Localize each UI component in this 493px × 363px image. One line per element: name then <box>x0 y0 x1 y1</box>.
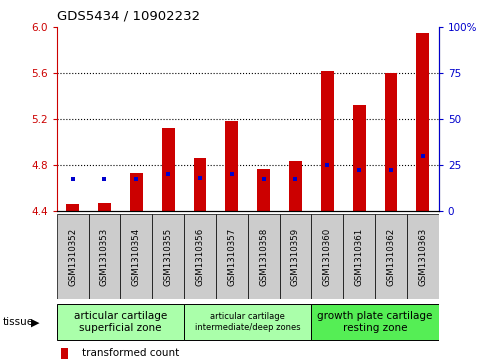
Bar <box>89 214 120 299</box>
Bar <box>194 158 207 211</box>
Bar <box>257 169 270 211</box>
Bar <box>184 214 216 299</box>
Bar <box>57 304 184 340</box>
Bar <box>66 204 79 211</box>
Text: GDS5434 / 10902232: GDS5434 / 10902232 <box>57 9 200 22</box>
Bar <box>289 161 302 211</box>
Text: GSM1310353: GSM1310353 <box>100 228 109 286</box>
Text: ▶: ▶ <box>31 317 39 327</box>
Text: GSM1310352: GSM1310352 <box>68 228 77 286</box>
Bar <box>120 214 152 299</box>
Bar <box>407 214 439 299</box>
Text: articular cartilage
intermediate/deep zones: articular cartilage intermediate/deep zo… <box>195 313 301 332</box>
Bar <box>375 214 407 299</box>
Bar <box>417 33 429 211</box>
Text: GSM1310359: GSM1310359 <box>291 228 300 286</box>
Bar <box>61 348 68 359</box>
Text: GSM1310356: GSM1310356 <box>195 228 205 286</box>
Bar <box>57 214 89 299</box>
Text: growth plate cartilage
resting zone: growth plate cartilage resting zone <box>317 311 433 333</box>
Bar <box>225 121 238 211</box>
Bar <box>162 128 175 211</box>
Text: GSM1310360: GSM1310360 <box>323 228 332 286</box>
Bar <box>216 214 247 299</box>
Text: GSM1310361: GSM1310361 <box>354 228 364 286</box>
Bar <box>98 203 111 211</box>
Text: transformed count: transformed count <box>81 348 179 358</box>
Bar <box>312 214 343 299</box>
Text: GSM1310355: GSM1310355 <box>164 228 173 286</box>
Bar <box>184 304 312 340</box>
Bar <box>152 214 184 299</box>
Text: GSM1310358: GSM1310358 <box>259 228 268 286</box>
Text: GSM1310357: GSM1310357 <box>227 228 236 286</box>
Text: articular cartilage
superficial zone: articular cartilage superficial zone <box>74 311 167 333</box>
Bar <box>321 71 334 211</box>
Bar <box>343 214 375 299</box>
Bar <box>353 105 365 211</box>
Text: GSM1310362: GSM1310362 <box>387 228 395 286</box>
Bar <box>312 304 439 340</box>
Bar <box>385 73 397 211</box>
Text: GSM1310354: GSM1310354 <box>132 228 141 286</box>
Bar <box>247 214 280 299</box>
Bar <box>280 214 312 299</box>
Text: tissue: tissue <box>2 317 34 327</box>
Bar <box>130 173 142 211</box>
Text: GSM1310363: GSM1310363 <box>419 228 427 286</box>
